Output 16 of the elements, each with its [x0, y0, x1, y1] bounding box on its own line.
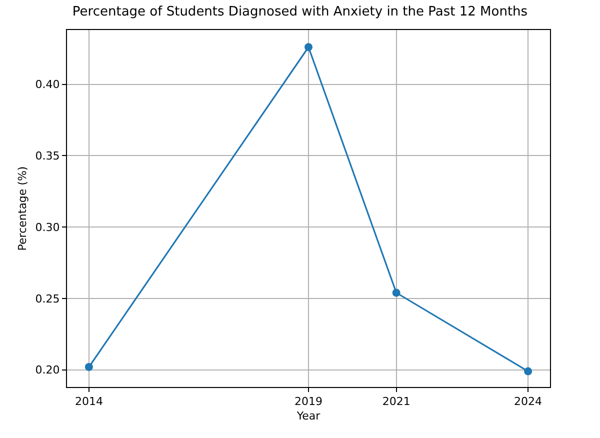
x-tick-label: 2019 [294, 395, 322, 408]
point [524, 367, 532, 376]
x-axis-title: Year [296, 409, 321, 422]
x-tick-label: 2021 [382, 395, 410, 408]
chart-title: Percentage of Students Diagnosed with Anxiety in the Past 12 Months [72, 4, 528, 20]
x-tick-label: 2014 [74, 395, 103, 408]
y-tick-label: 0.20 [35, 364, 60, 377]
point [392, 288, 400, 297]
y-tick-label: 0.40 [35, 78, 60, 92]
y-tick-label: 0.25 [35, 292, 60, 306]
point [84, 363, 93, 372]
point [304, 43, 312, 52]
y-tick-label: 0.30 [35, 220, 60, 234]
y-axis-title: Percentage (%) [16, 166, 29, 251]
x-tick-label: 2024 [514, 395, 542, 408]
y-tick-label: 0.35 [35, 150, 60, 163]
